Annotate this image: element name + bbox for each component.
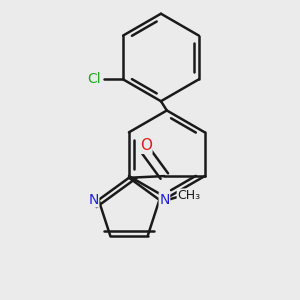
Text: CH₃: CH₃ xyxy=(177,189,200,202)
Text: N: N xyxy=(88,193,99,207)
Text: Cl: Cl xyxy=(87,72,100,86)
Text: O: O xyxy=(140,138,152,153)
Text: N: N xyxy=(159,193,170,207)
